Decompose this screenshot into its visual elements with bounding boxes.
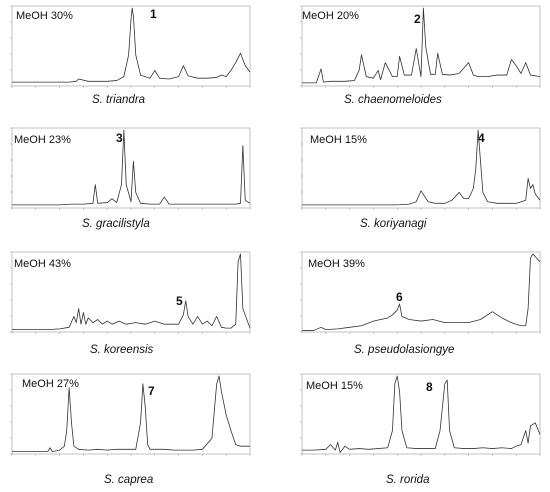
species-label-4: S. koriyanagi — [360, 218, 427, 230]
chromatogram-trace — [12, 129, 251, 206]
chromatogram-plot-8 — [300, 373, 541, 456]
peak-number-2: 2 — [414, 12, 421, 26]
chromatogram-trace — [12, 7, 251, 83]
species-label-8: S. rorida — [386, 474, 430, 486]
chromatogram-trace — [302, 375, 541, 453]
chromatogram-plot-2 — [300, 5, 541, 88]
peak-number-8: 8 — [426, 380, 433, 394]
method-label-2: MeOH 20% — [302, 10, 359, 22]
chromatogram-panel-1: MeOH 30% 1 S. triandra — [2, 2, 252, 124]
method-label-8: MeOH 15% — [306, 380, 363, 392]
species-label-6: S. pseudolasiongye — [354, 344, 455, 356]
species-label-3: S. gracilistyla — [82, 218, 150, 230]
chromatogram-trace — [12, 375, 250, 453]
chromatogram-trace — [302, 7, 541, 84]
peak-number-6: 6 — [396, 290, 403, 304]
peak-number-7: 7 — [148, 384, 155, 398]
chromatogram-panel-8: MeOH 15% 8 S. rorida — [292, 370, 542, 492]
peak-number-4: 4 — [478, 131, 485, 145]
chromatogram-plot-6 — [300, 251, 541, 334]
chromatogram-panel-4: MeOH 15% 4 S. koriyanagi — [292, 124, 542, 246]
species-label-5: S. koreensis — [90, 344, 154, 356]
chromatogram-trace — [12, 253, 251, 331]
chromatogram-trace — [302, 253, 541, 331]
peak-number-1: 1 — [150, 7, 157, 21]
chromatogram-panel-5: MeOH 43% 5 S. koreensis — [2, 248, 252, 370]
peak-number-5: 5 — [176, 294, 183, 308]
chromatogram-panel-7: MeOH 27% 7 S. caprea — [2, 370, 252, 492]
method-label-4: MeOH 15% — [310, 134, 367, 146]
species-label-2: S. chaenomeloides — [344, 94, 442, 106]
chromatogram-plot-5 — [10, 251, 251, 334]
chromatogram-plot-7 — [10, 373, 251, 456]
species-label-1: S. triandra — [92, 94, 146, 106]
chromatogram-trace — [302, 129, 541, 206]
chromatogram-plot-1 — [10, 5, 251, 88]
chromatogram-plot-4 — [300, 127, 541, 210]
species-label-7: S. caprea — [104, 474, 154, 486]
method-label-5: MeOH 43% — [14, 258, 71, 270]
method-label-3: MeOH 23% — [14, 134, 71, 146]
method-label-7: MeOH 27% — [22, 378, 79, 390]
chromatogram-plot-3 — [10, 127, 251, 210]
peak-number-3: 3 — [116, 131, 123, 145]
chromatogram-panel-6: MeOH 39% 6 S. pseudolasiongye — [292, 248, 542, 370]
method-label-6: MeOH 39% — [308, 258, 365, 270]
chromatogram-panel-2: MeOH 20% 2 S. chaenomeloides — [292, 2, 542, 124]
method-label-1: MeOH 30% — [16, 10, 73, 22]
chromatogram-panel-3: MeOH 23% 3 S. gracilistyla — [2, 124, 252, 246]
